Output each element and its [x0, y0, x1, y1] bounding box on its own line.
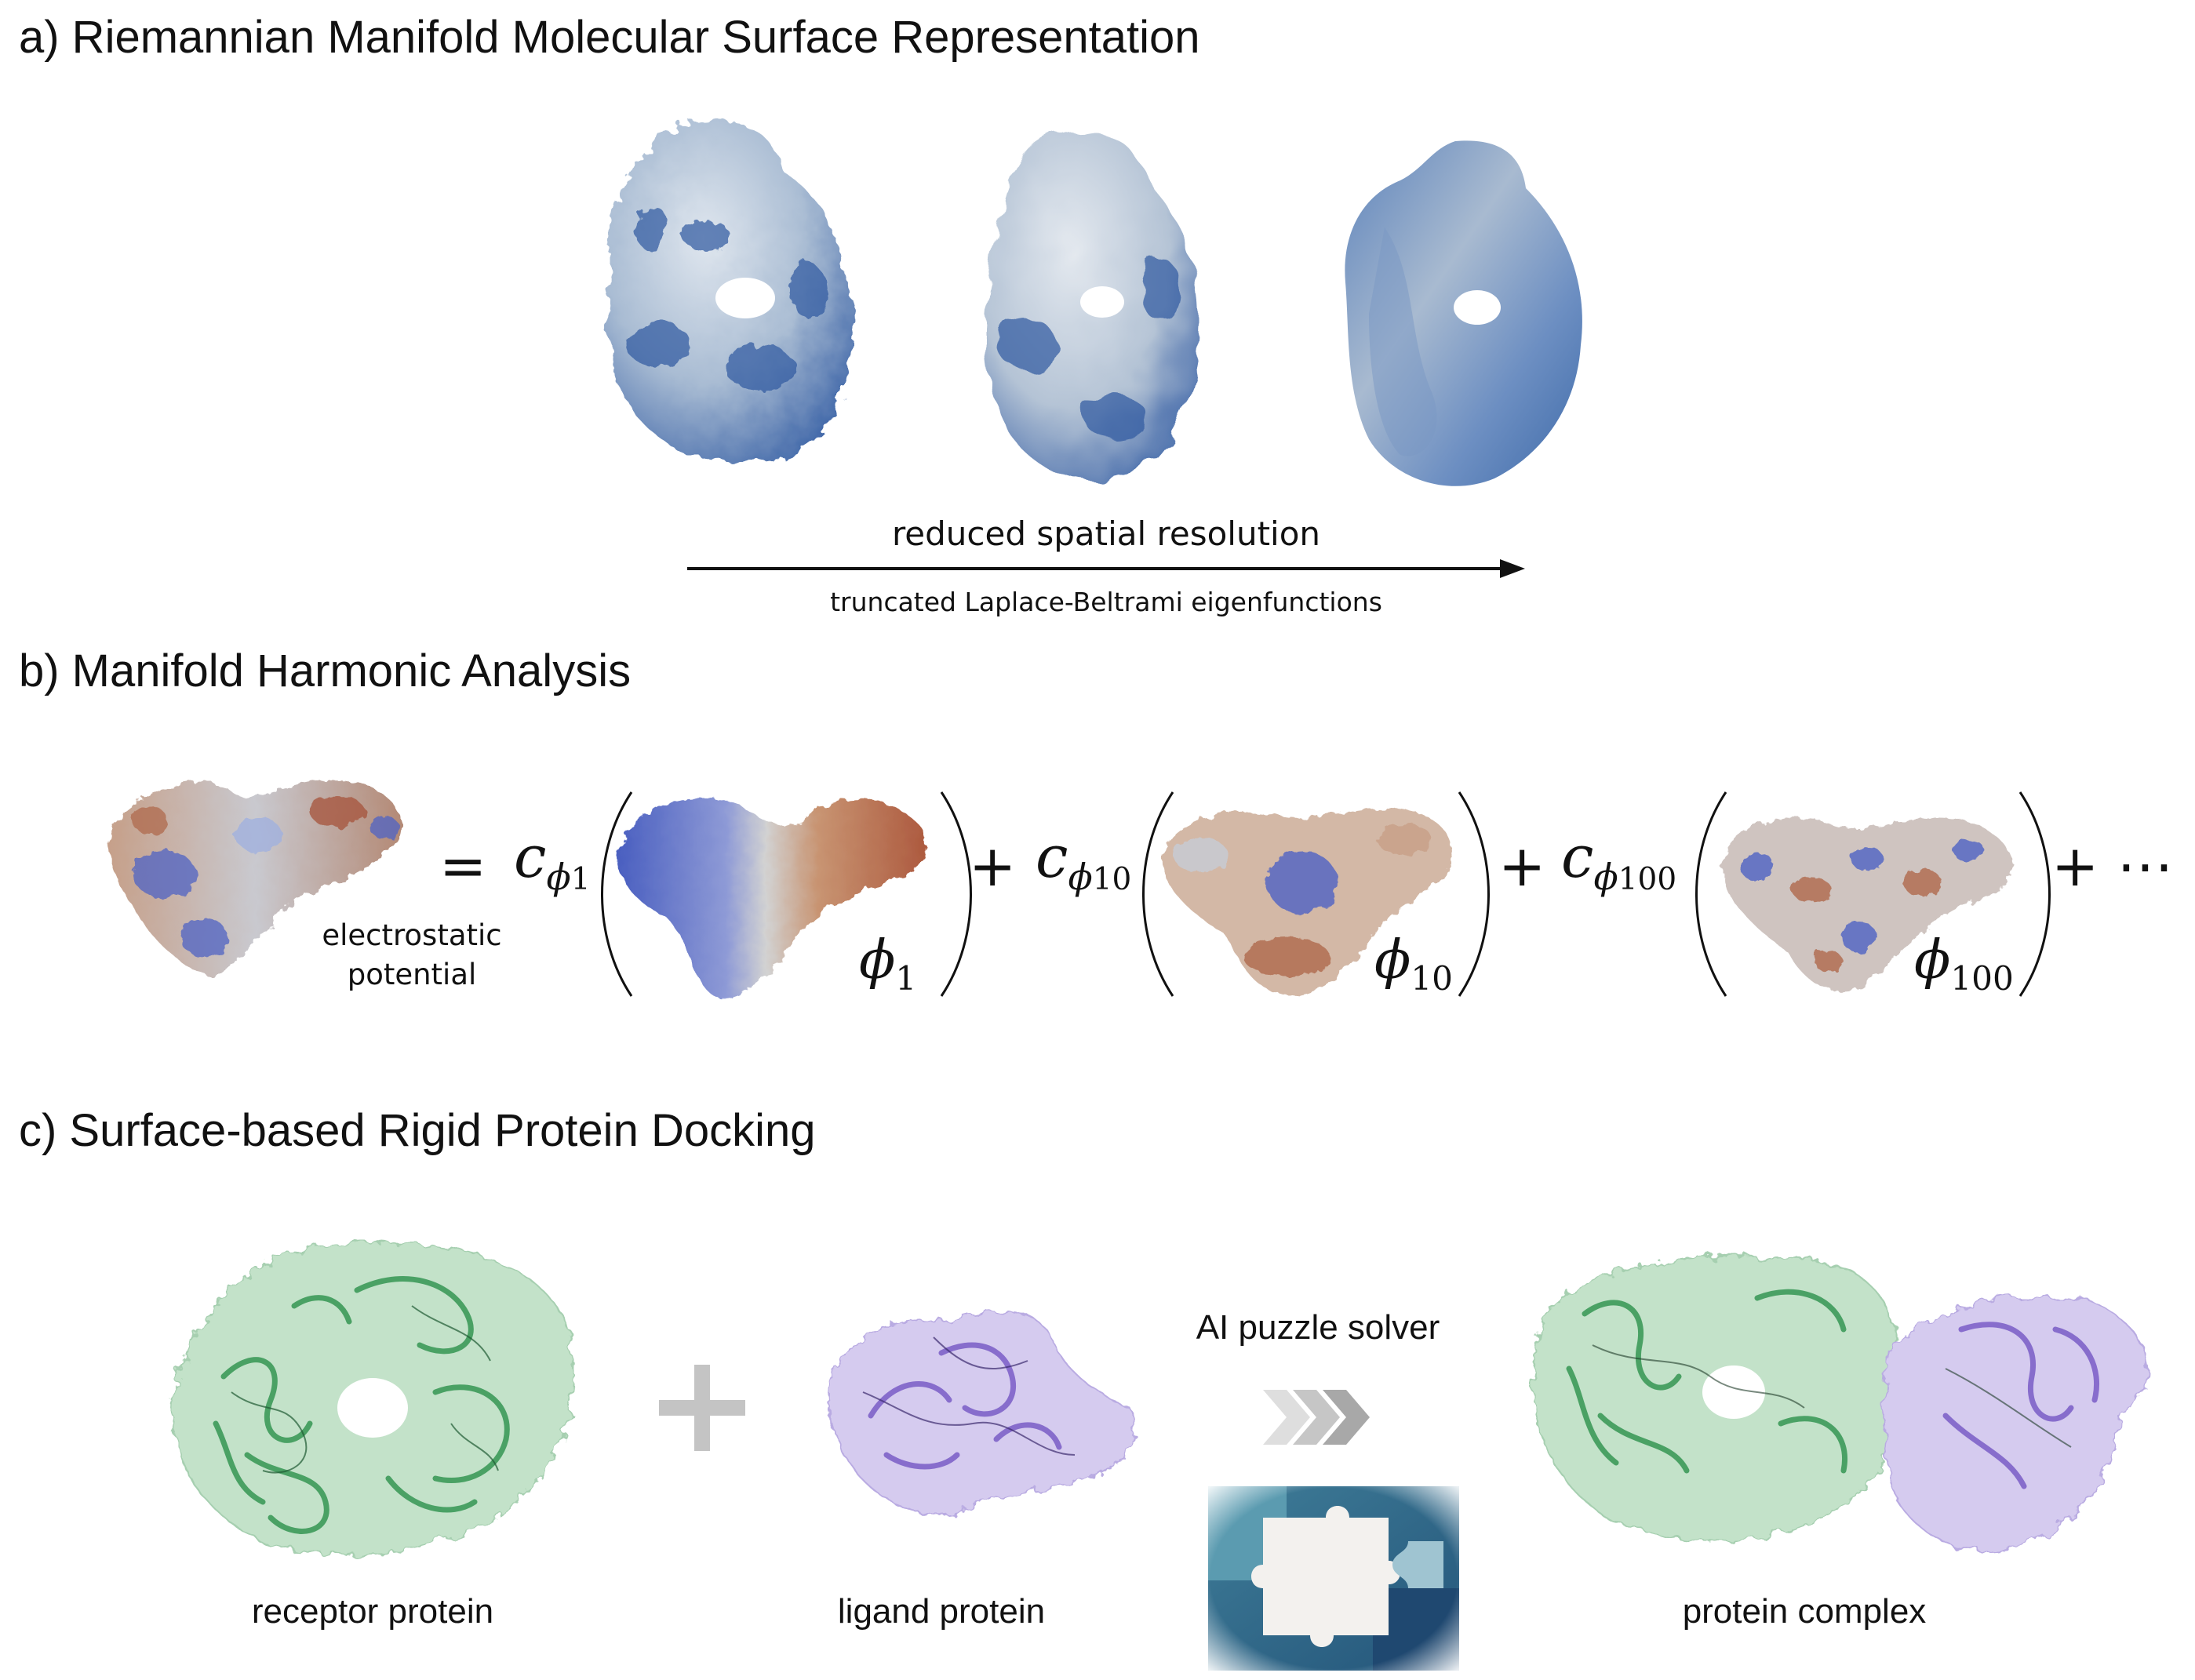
- plus-icon: [659, 1365, 745, 1451]
- puzzle-icon: [1208, 1486, 1459, 1671]
- equals-sign: =: [439, 833, 487, 899]
- arrow-sublabel: truncated Laplace-Beltrami eigenfunction…: [830, 587, 1382, 617]
- basis-label-1: ϕ1: [859, 929, 917, 998]
- left-paren-1: [601, 791, 633, 997]
- section-a-title: a) Riemannian Manifold Molecular Surface…: [19, 12, 1200, 63]
- left-paren-10: [1142, 791, 1174, 997]
- chevron-arrows-icon: [1263, 1390, 1370, 1445]
- receptor-protein-structure: [171, 1241, 574, 1555]
- complex-label: protein complex: [1682, 1592, 1927, 1631]
- protein-complex-structure: [1532, 1256, 2149, 1551]
- section-b-title: b) Manifold Harmonic Analysis: [19, 645, 632, 696]
- ligand-protein-structure: [828, 1310, 1136, 1516]
- arrow-label: reduced spatial resolution: [891, 515, 1321, 553]
- left-paren-100: [1695, 791, 1727, 997]
- eigenfunction-surface-100: [1721, 817, 2013, 991]
- ligand-label: ligand protein: [837, 1592, 1046, 1631]
- right-paren-10: [1458, 791, 1490, 997]
- section-c-title: c) Surface-based Rigid Protein Docking: [19, 1105, 816, 1156]
- right-paren-100: [2018, 791, 2051, 997]
- ellipsis-term: + ⋯: [2051, 833, 2174, 899]
- potential-surface-input: [109, 780, 402, 976]
- coefficient-100: cϕ100: [1561, 824, 1677, 899]
- eigenfunction-surface-1: [618, 798, 926, 998]
- resolution-arrow: [687, 559, 1525, 578]
- coefficient-1: cϕ1: [514, 824, 591, 899]
- solver-label: AI puzzle solver: [1196, 1308, 1440, 1347]
- surface-high-res: [607, 120, 854, 464]
- basis-label-100: ϕ100: [1914, 929, 2014, 998]
- plus-sign-2: +: [1498, 833, 1546, 899]
- coefficient-10: cϕ10: [1036, 824, 1132, 899]
- eigenfunction-surface-10: [1162, 808, 1453, 996]
- right-paren-1: [940, 791, 972, 997]
- basis-label-10: ϕ10: [1374, 929, 1454, 998]
- input-label: electrostatic potential: [322, 918, 502, 991]
- surface-low-res: [1345, 140, 1582, 486]
- surface-mid-res: [985, 128, 1200, 481]
- receptor-label: receptor protein: [251, 1592, 494, 1631]
- plus-sign-1: +: [969, 833, 1017, 899]
